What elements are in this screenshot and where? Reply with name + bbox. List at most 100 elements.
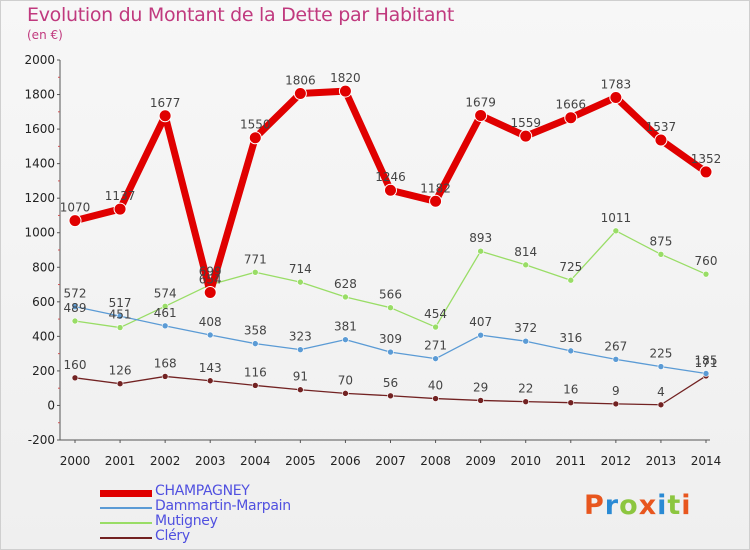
data-point-mutigney xyxy=(161,303,169,310)
y-tick-label: -200 xyxy=(28,433,55,447)
data-label-dammartin-marpain: 271 xyxy=(424,339,447,353)
data-point-mutigney xyxy=(71,317,79,325)
data-label-champagney: 1679 xyxy=(465,95,496,109)
data-label-dammartin-marpain: 225 xyxy=(649,347,672,361)
data-point-mutigney xyxy=(251,268,259,276)
data-point-clery xyxy=(387,392,394,400)
data-point-clery xyxy=(522,398,530,405)
logo-letter: r xyxy=(604,490,620,521)
data-label-dammartin-marpain: 407 xyxy=(469,315,492,329)
y-tick-label: 1600 xyxy=(24,122,55,136)
data-point-mutigney xyxy=(567,276,575,284)
data-label-dammartin-marpain: 267 xyxy=(604,339,627,353)
data-label-mutigney: 699 xyxy=(199,265,222,279)
data-point-dammartin-marpain xyxy=(116,312,124,320)
data-label-dammartin-marpain: 323 xyxy=(289,330,312,344)
data-label-champagney: 654 xyxy=(199,272,222,286)
data-point-dammartin-marpain xyxy=(567,347,575,355)
x-tick-label: 2007 xyxy=(375,454,406,468)
data-point-dammartin-marpain xyxy=(297,346,304,353)
chart-title: Evolution du Montant de la Dette par Hab… xyxy=(27,4,455,26)
data-label-mutigney: 875 xyxy=(649,234,672,248)
x-tick-label: 2006 xyxy=(330,454,361,468)
data-point-dammartin-marpain xyxy=(657,363,665,370)
data-point-clery xyxy=(477,397,484,404)
x-tick-label: 2000 xyxy=(60,454,91,468)
data-label-champagney: 1806 xyxy=(285,74,316,88)
x-tick-label: 2012 xyxy=(601,454,632,468)
x-tick-label: 2005 xyxy=(285,454,316,468)
data-label-clery: 40 xyxy=(428,379,443,393)
data-label-mutigney: 454 xyxy=(424,307,447,321)
data-point-dammartin-marpain xyxy=(432,355,439,362)
data-point-dammartin-marpain xyxy=(161,322,169,330)
y-tick-label: 1000 xyxy=(24,226,55,240)
data-point-champagney xyxy=(68,214,82,228)
legend-label: CHAMPAGNEY xyxy=(155,483,250,499)
x-tick-label: 2010 xyxy=(510,454,541,468)
data-label-dammartin-marpain: 461 xyxy=(154,306,177,320)
data-label-mutigney: 566 xyxy=(379,288,402,302)
data-label-clery: 171 xyxy=(695,356,718,370)
data-point-clery xyxy=(342,390,349,397)
data-point-champagney xyxy=(564,111,578,125)
legend-item: Cléry xyxy=(100,528,360,545)
proxiti-logo: Proxiti xyxy=(584,490,692,521)
data-point-dammartin-marpain xyxy=(251,340,259,347)
data-point-champagney xyxy=(158,109,172,123)
data-point-mutigney xyxy=(657,251,665,258)
data-label-champagney: 1352 xyxy=(691,152,722,166)
data-point-mutigney xyxy=(612,227,620,235)
data-label-dammartin-marpain: 185 xyxy=(695,354,718,368)
data-label-champagney: 1783 xyxy=(601,77,632,91)
x-tick-label: 2014 xyxy=(691,454,722,468)
data-point-champagney xyxy=(338,84,352,98)
data-point-champagney xyxy=(474,108,488,122)
data-label-mutigney: 451 xyxy=(109,308,132,322)
data-label-champagney: 1182 xyxy=(420,181,451,195)
x-tick-label: 2013 xyxy=(646,454,677,468)
data-point-mutigney xyxy=(522,261,530,269)
data-point-dammartin-marpain xyxy=(612,356,620,363)
data-label-clery: 29 xyxy=(473,380,488,394)
x-tick-label: 2001 xyxy=(105,454,136,468)
data-label-clery: 116 xyxy=(244,365,267,379)
data-label-champagney: 1550 xyxy=(240,118,271,132)
legend-label: Cléry xyxy=(155,528,190,544)
data-label-champagney: 1820 xyxy=(330,71,361,85)
data-label-champagney: 1070 xyxy=(60,201,91,215)
data-point-dammartin-marpain xyxy=(206,331,214,339)
y-tick-label: 1800 xyxy=(24,88,55,102)
legend-swatch xyxy=(100,489,152,497)
data-label-mutigney: 1011 xyxy=(601,211,632,225)
data-label-champagney: 1677 xyxy=(150,96,181,110)
legend-swatch xyxy=(100,507,152,509)
data-point-champagney xyxy=(248,131,262,145)
data-label-mutigney: 814 xyxy=(514,245,537,259)
logo-letter: i xyxy=(681,490,692,521)
data-point-champagney xyxy=(519,129,533,143)
data-label-champagney: 1666 xyxy=(556,98,587,112)
data-label-mutigney: 771 xyxy=(244,252,267,266)
data-point-mutigney xyxy=(116,324,124,331)
data-label-dammartin-marpain: 572 xyxy=(64,287,87,301)
data-point-dammartin-marpain xyxy=(522,337,530,345)
data-label-mutigney: 574 xyxy=(154,286,177,300)
legend-item: Dammartin-Marpain xyxy=(100,498,360,515)
data-label-mutigney: 893 xyxy=(469,231,492,245)
data-label-mutigney: 489 xyxy=(64,301,87,315)
y-tick-label: 1400 xyxy=(24,157,55,171)
data-label-clery: 56 xyxy=(383,376,398,390)
data-label-dammartin-marpain: 316 xyxy=(559,331,582,345)
data-point-clery xyxy=(567,399,575,406)
x-tick-label: 2009 xyxy=(465,454,496,468)
data-label-mutigney: 714 xyxy=(289,262,312,276)
data-label-dammartin-marpain: 309 xyxy=(379,332,402,346)
data-point-mutigney xyxy=(297,278,304,286)
y-tick-label: 400 xyxy=(32,329,55,343)
y-tick-label: 600 xyxy=(32,295,55,309)
data-point-clery xyxy=(251,382,259,389)
data-label-dammartin-marpain: 372 xyxy=(514,321,537,335)
data-label-clery: 9 xyxy=(612,384,620,398)
